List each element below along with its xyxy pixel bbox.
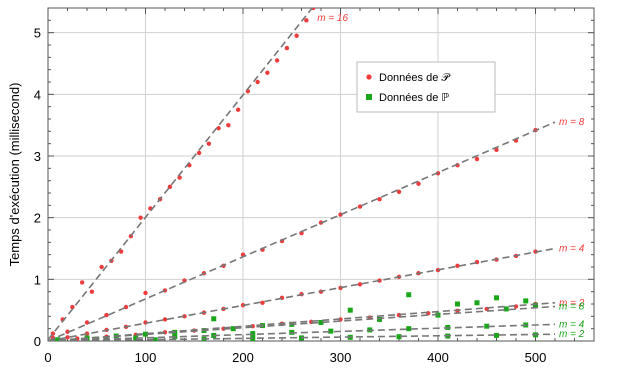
data-point-square bbox=[230, 326, 236, 332]
data-point-circle bbox=[284, 45, 290, 51]
data-point-circle bbox=[474, 156, 480, 162]
data-point-square bbox=[533, 302, 538, 308]
fit-line-label: m = 2 bbox=[559, 329, 585, 340]
fit-line-label: m = 8 bbox=[559, 301, 585, 312]
data-point-circle bbox=[294, 33, 299, 38]
data-point-circle bbox=[226, 122, 231, 128]
data-point-square bbox=[523, 298, 529, 304]
fit-line-label: m = 8 bbox=[559, 117, 585, 128]
data-point-circle bbox=[455, 263, 460, 268]
y-tick-label: 0 bbox=[34, 334, 41, 349]
data-point-circle bbox=[274, 58, 280, 63]
fit-line bbox=[48, 301, 556, 341]
data-point-square bbox=[143, 331, 148, 337]
data-point-square bbox=[318, 320, 324, 325]
y-tick-label: 4 bbox=[34, 87, 41, 102]
y-tick-label: 2 bbox=[34, 211, 41, 226]
data-point-square bbox=[152, 337, 158, 341]
data-point-circle bbox=[196, 150, 202, 156]
data-point-circle bbox=[70, 304, 75, 310]
data-point-circle bbox=[99, 264, 104, 270]
y-tick-label: 5 bbox=[34, 26, 41, 41]
fit-line bbox=[48, 333, 556, 341]
fit-line-label: m = 16 bbox=[317, 13, 348, 24]
data-point-square bbox=[503, 306, 509, 312]
data-point-circle bbox=[416, 181, 421, 186]
fit-line-label: m = 2 bbox=[559, 298, 585, 309]
legend-marker-square bbox=[366, 94, 372, 100]
data-point-square bbox=[406, 292, 412, 298]
y-tick-label: 3 bbox=[34, 149, 41, 164]
x-tick-label: 100 bbox=[135, 350, 157, 365]
data-point-square bbox=[55, 338, 61, 341]
data-point-circle bbox=[235, 107, 241, 112]
y-tick-label: 1 bbox=[34, 272, 41, 287]
data-point-circle bbox=[143, 290, 148, 296]
data-point-square bbox=[328, 328, 334, 334]
data-point-circle bbox=[377, 196, 382, 202]
fit-line bbox=[48, 323, 556, 341]
data-point-circle bbox=[255, 79, 260, 85]
data-point-circle bbox=[357, 282, 363, 287]
data-point-square bbox=[211, 316, 217, 322]
data-point-circle bbox=[79, 280, 85, 285]
x-tick-label: 200 bbox=[232, 350, 254, 365]
fit-line bbox=[48, 305, 556, 341]
data-point-circle bbox=[89, 289, 95, 294]
data-point-square bbox=[406, 326, 412, 332]
data-point-circle bbox=[260, 300, 265, 305]
x-tick-label: 0 bbox=[44, 350, 51, 365]
data-point-circle bbox=[167, 184, 173, 190]
data-point-circle bbox=[299, 230, 304, 236]
data-point-circle bbox=[494, 147, 499, 153]
data-point-square bbox=[455, 301, 460, 307]
data-point-square bbox=[474, 300, 480, 306]
data-point-square bbox=[484, 323, 490, 329]
fit-line-label: m = 4 bbox=[559, 244, 585, 255]
data-point-circle bbox=[216, 126, 221, 131]
legend-box bbox=[356, 61, 496, 113]
data-point-circle bbox=[65, 335, 70, 340]
data-point-circle bbox=[162, 317, 168, 322]
fit-line bbox=[48, 121, 556, 341]
fit-line-label: m = 4 bbox=[559, 319, 585, 330]
data-point-square bbox=[347, 307, 353, 313]
data-point-circle bbox=[84, 320, 90, 325]
data-point-circle bbox=[138, 215, 143, 220]
x-tick-label: 300 bbox=[330, 350, 352, 365]
y-axis-title: Temps d'exécution (millisecond) bbox=[7, 83, 22, 267]
data-point-square bbox=[396, 334, 402, 340]
legend-label: Données de ℙ bbox=[379, 92, 449, 104]
plot-area bbox=[48, 8, 556, 341]
data-point-square bbox=[494, 332, 499, 338]
data-point-square bbox=[494, 295, 499, 301]
data-point-circle bbox=[206, 141, 212, 146]
legend-label: Données de 𝒫 bbox=[379, 72, 451, 84]
x-tick-label: 500 bbox=[525, 350, 547, 365]
fit-line bbox=[48, 8, 314, 341]
data-point-square bbox=[133, 335, 139, 341]
fit-line bbox=[48, 247, 556, 341]
data-point-circle bbox=[104, 312, 109, 318]
x-tick-label: 400 bbox=[427, 350, 449, 365]
legend-marker-circle bbox=[366, 74, 372, 80]
data-point-circle bbox=[304, 18, 309, 23]
data-point-circle bbox=[265, 70, 270, 75]
data-point-square bbox=[377, 316, 382, 322]
